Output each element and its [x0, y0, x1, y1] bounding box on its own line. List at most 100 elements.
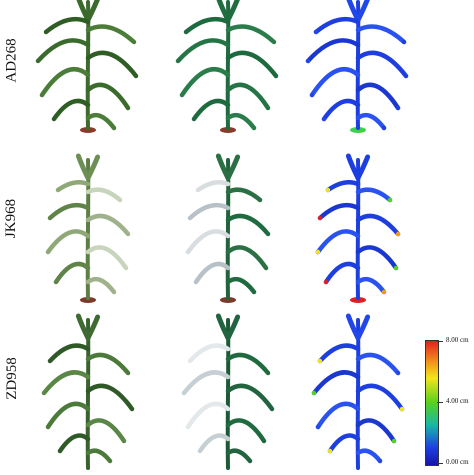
- plant-leaf: [315, 401, 361, 430]
- maize-plant-drawing: [175, 0, 279, 133]
- plant-leaf: [225, 112, 257, 131]
- plant-leaf: [85, 112, 117, 131]
- plant-leaf: [193, 261, 231, 285]
- plant-leaf: [309, 66, 361, 98]
- plant-leaf: [355, 383, 405, 412]
- plant-top-leaf: [225, 154, 241, 181]
- plant-leaf: [315, 229, 361, 255]
- plant-leaf: [355, 352, 401, 376]
- plant-top-leaf: [355, 0, 370, 23]
- row-label-zd958: ZD958: [3, 356, 20, 400]
- plant-leaf: [325, 180, 361, 193]
- plant-stem: [225, 158, 231, 300]
- plant-leaf: [225, 352, 271, 376]
- plant-leaf: [225, 82, 271, 111]
- plant-leaf: [85, 448, 113, 464]
- plant-leaf: [85, 245, 129, 271]
- plant-top-leaf: [225, 314, 241, 341]
- leaf-tip-error: [321, 116, 327, 122]
- maize-plant-drawing: [311, 313, 405, 470]
- leaf-tip-error: [401, 39, 407, 45]
- plant-leaf: [51, 98, 91, 122]
- plant-leaf: [85, 50, 139, 79]
- plant-leaf: [35, 38, 91, 64]
- leaf-tip-error: [395, 370, 401, 376]
- row-label-jk968: JK968: [3, 198, 20, 238]
- plant-ad268-pointcloud: [168, 0, 288, 152]
- plant-leaf: [85, 213, 131, 237]
- leaf-tip-error: [305, 58, 311, 64]
- plant-leaf: [225, 418, 267, 444]
- plant-leaf: [321, 98, 361, 122]
- plant-leaf: [355, 50, 409, 79]
- plant-leaf: [45, 401, 91, 430]
- plant-jk968-heatmap: [298, 153, 418, 310]
- plant-top-leaf: [225, 0, 240, 23]
- leaf-tip-error: [391, 438, 397, 444]
- leaf-tip-error: [313, 29, 319, 35]
- plant-stem: [355, 158, 361, 300]
- plant-top-leaf: [85, 0, 100, 23]
- plant-leaf: [355, 245, 399, 271]
- leaf-tip-error: [387, 197, 393, 203]
- plant-leaf: [225, 50, 279, 79]
- colorbar-tick-min: [437, 463, 443, 464]
- maize-plant-drawing: [45, 153, 131, 303]
- plant-leaf: [47, 202, 91, 221]
- maize-plant-drawing: [185, 153, 271, 303]
- plant-leaf: [85, 276, 117, 295]
- plant-leaf: [225, 448, 253, 464]
- plant-leaf: [191, 98, 231, 122]
- plant-leaf: [197, 433, 231, 454]
- colorbar-tick-max: [437, 341, 443, 342]
- leaf-tip-error: [309, 92, 315, 98]
- maize-plant-drawing: [305, 0, 409, 133]
- leaf-tip-error: [317, 215, 323, 221]
- colorbar-label-max: 8.00 cm: [446, 336, 469, 344]
- plant-leaf: [175, 38, 231, 64]
- plant-leaf: [85, 187, 123, 203]
- leaf-tip-error: [317, 358, 323, 364]
- plant-leaf: [225, 383, 275, 412]
- plant-leaf: [225, 276, 257, 295]
- plant-leaf: [225, 213, 271, 237]
- leaf-tip-error: [327, 448, 333, 454]
- plant-leaf: [317, 343, 361, 364]
- plant-leaf: [355, 112, 387, 131]
- maize-plant-drawing: [181, 313, 275, 470]
- plant-top-leaf: [85, 314, 101, 341]
- plant-leaf: [355, 448, 383, 464]
- plant-leaf: [327, 433, 361, 454]
- plant-leaf: [43, 16, 91, 35]
- plant-leaf: [311, 370, 361, 396]
- plant-stem: [225, 318, 231, 470]
- plant-leaf: [305, 38, 361, 64]
- plant-top-leaf: [355, 154, 371, 181]
- plant-stem: [355, 318, 361, 470]
- maize-plant-drawing: [315, 153, 401, 303]
- plant-leaf: [85, 82, 131, 111]
- plant-leaf: [85, 352, 131, 376]
- plant-jk968-photo: [28, 153, 148, 310]
- plant-leaf: [47, 343, 91, 364]
- maize-plant-drawing: [35, 0, 139, 133]
- plant-leaf: [225, 24, 277, 45]
- plant-leaf: [225, 245, 269, 271]
- plant-leaf: [317, 202, 361, 221]
- plant-leaf: [45, 229, 91, 255]
- plant-leaf: [323, 261, 361, 285]
- plant-top-leaf: [355, 314, 371, 341]
- leaf-tip-error: [381, 125, 387, 131]
- plant-leaf: [85, 383, 135, 412]
- plant-leaf: [225, 187, 263, 203]
- plant-leaf: [187, 202, 231, 221]
- plant-leaf: [355, 187, 393, 203]
- plant-leaf: [179, 66, 231, 98]
- colorbar-label-min: 0.00 cm: [446, 458, 469, 466]
- plant-jk968-pointcloud: [168, 153, 288, 310]
- plant-stem: [85, 158, 91, 300]
- plant-leaf: [187, 343, 231, 364]
- leaf-tip-error: [323, 279, 329, 285]
- colorbar-label-mid: 4.00 cm: [446, 397, 469, 405]
- leaf-tip-error: [395, 231, 401, 237]
